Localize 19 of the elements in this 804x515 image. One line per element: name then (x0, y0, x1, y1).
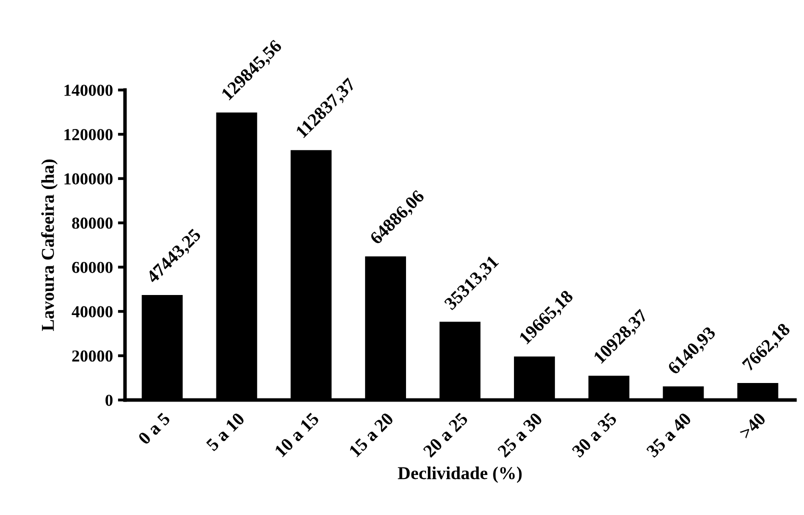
x-tick-label: 20 a 25 (422, 412, 469, 458)
x-axis-title: Declividade (%) (398, 466, 522, 483)
y-tick-label: 40000 (72, 306, 113, 318)
x-tick-label: 30 a 35 (571, 412, 618, 458)
x-tick-label: >40 (738, 412, 766, 440)
y-tick-label: 140000 (64, 84, 113, 96)
y-tick-label: 0 (105, 394, 113, 406)
y-tick-label: 60000 (72, 262, 113, 274)
y-axis-title: Lavoura Cafeeira (ha) (41, 160, 58, 331)
x-tick-label: 10 a 15 (274, 412, 320, 458)
y-tick-label: 20000 (72, 350, 113, 362)
x-tick-label: 5 a 10 (206, 412, 246, 452)
x-tick-label: 35 a 40 (646, 412, 692, 458)
y-tick-label: 120000 (64, 128, 113, 140)
x-tick-label: 15 a 20 (348, 412, 394, 458)
y-tick-label: 80000 (72, 218, 113, 229)
x-tick-label: 25 a 30 (497, 412, 543, 458)
y-tick-label: 100000 (64, 173, 113, 185)
x-tick-label: 0 a 5 (138, 412, 171, 446)
